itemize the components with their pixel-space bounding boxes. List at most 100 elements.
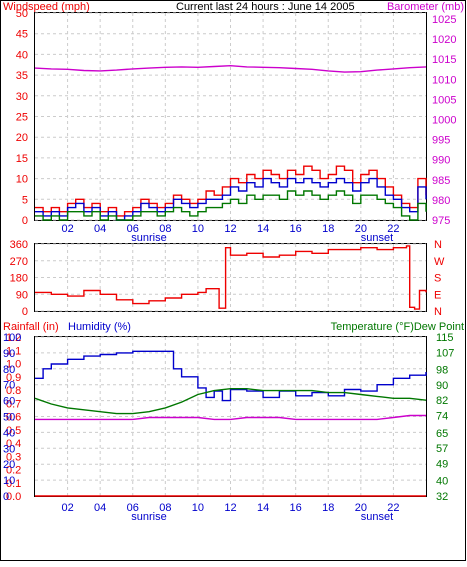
wind-barometer-x-ticks: 02 04 06 08 10 12 14 16 18 20 22 (61, 223, 399, 235)
sunrise-label-3: sunrise (131, 511, 166, 523)
direction-degree-tick-3: 270 (10, 256, 28, 268)
direction-compass-tick-1: W (434, 256, 445, 268)
rht-x-tick-14: 14 (257, 502, 269, 514)
humidity-axis-title: Humidity (%) (68, 321, 131, 333)
chart-title: Current last 24 hours : June 14 2005 (176, 1, 355, 13)
temperature-tick-2: 49 (436, 458, 448, 470)
wind-x-tick-02: 02 (61, 223, 73, 235)
temperature-tick-1: 40 (436, 476, 448, 488)
rainfall-tick-12: 1.2 (6, 332, 21, 344)
humidity-tick-5: 50 (3, 412, 15, 424)
rainfall-tick-8: 0.8 (6, 385, 21, 397)
rainfall-tick-0: 0.0 (6, 491, 21, 503)
rht-x-tick-08: 08 (159, 502, 171, 514)
rht-x-tick-04: 04 (94, 502, 106, 514)
rainfall-tick-11: 1.1 (6, 345, 21, 357)
temperature-tick-5: 74 (436, 411, 448, 423)
wind-series-green-3 (35, 190, 427, 221)
rain-humidity-temperature-series (34, 350, 427, 497)
direction-degree-tick-4: 360 (10, 239, 28, 251)
temperature-tick-0: 32 (436, 491, 448, 503)
rht-x-tick-12: 12 (224, 502, 236, 514)
rht-x-tick-16: 16 (290, 502, 302, 514)
wind-series-magenta-0 (34, 64, 427, 73)
wind-direction-series (35, 245, 427, 310)
sunset-label-1: sunset (361, 232, 393, 244)
direction-compass-tick-4: N (434, 306, 442, 318)
wind-x-tick-14: 14 (257, 223, 269, 235)
humidity-axis-ticks: 0 10 20 30 40 50 60 70 80 90 100 (3, 332, 21, 503)
barometer-tick-5: 1000 (432, 115, 456, 127)
windspeed-tick-2: 10 (16, 174, 28, 186)
rht-x-tick-10: 10 (192, 502, 204, 514)
rainfall-tick-4: 0.4 (6, 438, 21, 450)
wind-x-tick-06: 06 (127, 223, 139, 235)
rainfall-axis-title: Rainfall (in) (3, 321, 59, 333)
windspeed-tick-8: 40 (16, 49, 28, 61)
windspeed-tick-5: 25 (16, 112, 28, 124)
rainfall-tick-5: 0.5 (6, 425, 21, 437)
windspeed-tick-0: 0 (22, 215, 28, 227)
rainfall-tick-6: 0.6 (6, 412, 21, 424)
wind-x-tick-12: 12 (224, 223, 236, 235)
wind-x-tick-18: 18 (322, 223, 334, 235)
direction-series-red-0 (35, 245, 427, 310)
barometer-tick-6: 1005 (432, 94, 456, 106)
barometer-tick-0: 975 (432, 215, 450, 227)
direction-degree-tick-1: 90 (16, 289, 28, 301)
windspeed-tick-1: 5 (22, 194, 28, 206)
wind-x-tick-20: 20 (355, 223, 367, 235)
rainfall-axis-ticks: 0.00.10.2 0.30.40.50.6 0.70.80.91.0 1.11.2 (6, 332, 21, 503)
barometer-tick-3: 990 (432, 155, 450, 167)
humidity-tick-10: 100 (3, 332, 21, 344)
temperature-tick-9: 107 (436, 347, 454, 359)
windspeed-tick-4: 20 (16, 132, 28, 144)
direction-compass-tick-2: S (434, 273, 441, 285)
barometer-axis-ticks: 975 980 985 990 995 1000 1005 1010 1015 1020 1025 (432, 14, 456, 227)
humidity-tick-9: 90 (3, 348, 15, 360)
wind-x-tick-10: 10 (192, 223, 204, 235)
barometer-tick-9: 1020 (432, 34, 456, 46)
windspeed-axis-title: Windspeed (mph) (3, 1, 90, 13)
temperature-tick-4: 65 (436, 428, 448, 440)
rht-x-tick-20: 20 (355, 502, 367, 514)
direction-degree-ticks: 0 90 180 270 360 (10, 239, 28, 318)
rht-series-magenta-2 (35, 414, 426, 421)
humidity-tick-6: 60 (3, 396, 15, 408)
temperature-tick-7: 90 (436, 380, 448, 392)
windspeed-tick-10: 50 (16, 8, 28, 20)
rainfall-tick-10: 1.0 (6, 359, 21, 371)
windspeed-tick-3: 15 (16, 153, 28, 165)
temperature-axis-title: Temperature (°F)Dew Point (331, 321, 464, 333)
rainfall-tick-2: 0.2 (6, 465, 21, 477)
wind-x-tick-22: 22 (387, 223, 399, 235)
direction-degree-tick-0: 0 (22, 306, 28, 318)
rht-x-tick-02: 02 (61, 502, 73, 514)
barometer-tick-1: 980 (432, 195, 450, 207)
rainfall-tick-9: 0.9 (6, 372, 21, 384)
wind-x-tick-16: 16 (290, 223, 302, 235)
windspeed-tick-6: 30 (16, 91, 28, 103)
barometer-tick-8: 1015 (432, 54, 456, 66)
barometer-tick-7: 1010 (432, 74, 456, 86)
rainfall-tick-1: 0.1 (6, 478, 21, 490)
rainfall-tick-7: 0.7 (6, 398, 21, 410)
temperature-axis-ticks: 32 40 49 57 65 74 82 90 98 107 115 (436, 332, 454, 503)
temperature-tick-8: 98 (436, 365, 448, 377)
barometer-tick-4: 995 (432, 135, 450, 147)
direction-degree-tick-2: 180 (10, 273, 28, 285)
temperature-tick-10: 115 (436, 332, 454, 344)
rht-x-tick-22: 22 (387, 502, 399, 514)
windspeed-tick-7: 35 (16, 70, 28, 82)
humidity-tick-4: 40 (3, 427, 15, 439)
sunrise-label-1: sunrise (131, 232, 166, 244)
wind-x-tick-04: 04 (94, 223, 106, 235)
rht-series-blue-0 (35, 350, 427, 402)
humidity-tick-3: 30 (3, 443, 15, 455)
windspeed-tick-9: 45 (16, 29, 28, 41)
